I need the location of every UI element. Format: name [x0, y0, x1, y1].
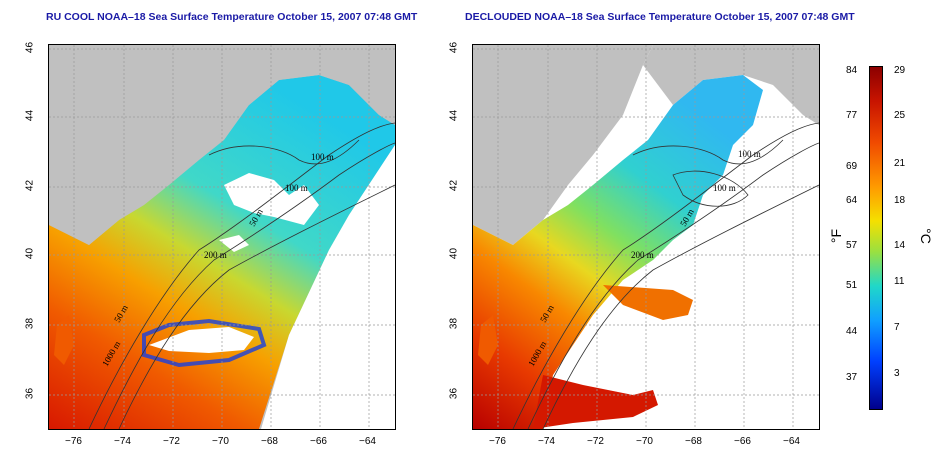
y-tick-label: 42 [448, 179, 460, 192]
y-tick-label: 46 [24, 41, 36, 54]
y-tick-label: 36 [24, 387, 36, 400]
fahrenheit-tick: 64 [846, 195, 858, 206]
x-tick-label: −76 [489, 436, 506, 447]
left-contour-label: 200 m [204, 250, 227, 260]
fahrenheit-tick: 57 [846, 240, 858, 251]
fahrenheit-unit-label: °F [828, 228, 845, 244]
left-map-title: RU COOL NOAA–18 Sea Surface Temperature … [46, 11, 418, 23]
y-tick-label: 36 [448, 387, 460, 400]
celsius-tick: 11 [894, 276, 905, 287]
celsius-tick: 18 [894, 195, 906, 206]
celsius-tick: 7 [894, 322, 900, 333]
y-tick-label: 38 [448, 317, 460, 330]
x-tick-label: −66 [310, 436, 327, 447]
x-tick-label: −70 [212, 436, 229, 447]
y-tick-label: 46 [448, 41, 460, 54]
x-tick-label: −68 [261, 436, 278, 447]
x-tick-label: −66 [734, 436, 751, 447]
y-tick-label: 44 [24, 109, 36, 122]
x-tick-label: −76 [65, 436, 82, 447]
x-tick-label: −68 [685, 436, 702, 447]
celsius-tick: 29 [894, 65, 906, 76]
celsius-tick: 3 [894, 368, 900, 379]
right-contour-label: 100 m [713, 183, 736, 193]
right-contour-label: 200 m [631, 250, 654, 260]
y-tick-label: 38 [24, 317, 36, 330]
x-tick-label: −72 [163, 436, 180, 447]
right-contour-label: 100 m [738, 149, 761, 159]
x-tick-label: −70 [636, 436, 653, 447]
y-tick-label: 42 [24, 179, 36, 192]
right-map-graphic: 100 m 100 m 50 m 200 m 50 m 1000 m [473, 45, 819, 429]
fahrenheit-tick: 69 [846, 161, 858, 172]
temperature-colorbar [869, 66, 883, 410]
right-map-title: DECLOUDED NOAA–18 Sea Surface Temperatur… [465, 11, 855, 23]
fahrenheit-tick: 37 [846, 372, 858, 383]
right-sst-map: 100 m 100 m 50 m 200 m 50 m 1000 m [472, 44, 820, 430]
fahrenheit-tick: 84 [846, 65, 858, 76]
left-sst-map: 100 m 100 m 50 m 200 m 50 m 1000 m [48, 44, 396, 430]
x-tick-label: −64 [359, 436, 376, 447]
x-tick-label: −64 [783, 436, 800, 447]
y-tick-label: 40 [448, 247, 460, 260]
x-tick-label: −72 [587, 436, 604, 447]
celsius-tick: 21 [894, 158, 906, 169]
fahrenheit-tick: 77 [846, 110, 858, 121]
y-tick-label: 40 [24, 247, 36, 260]
fahrenheit-tick: 51 [846, 280, 858, 291]
celsius-tick: 25 [894, 110, 906, 121]
left-contour-label: 100 m [285, 183, 308, 193]
celsius-unit-label: °C [917, 228, 934, 244]
x-tick-label: −74 [114, 436, 131, 447]
left-contour-label: 100 m [311, 152, 334, 162]
fahrenheit-tick: 44 [846, 326, 858, 337]
x-tick-label: −74 [538, 436, 555, 447]
y-tick-label: 44 [448, 109, 460, 122]
left-map-graphic: 100 m 100 m 50 m 200 m 50 m 1000 m [49, 45, 395, 429]
celsius-tick: 14 [894, 240, 906, 251]
